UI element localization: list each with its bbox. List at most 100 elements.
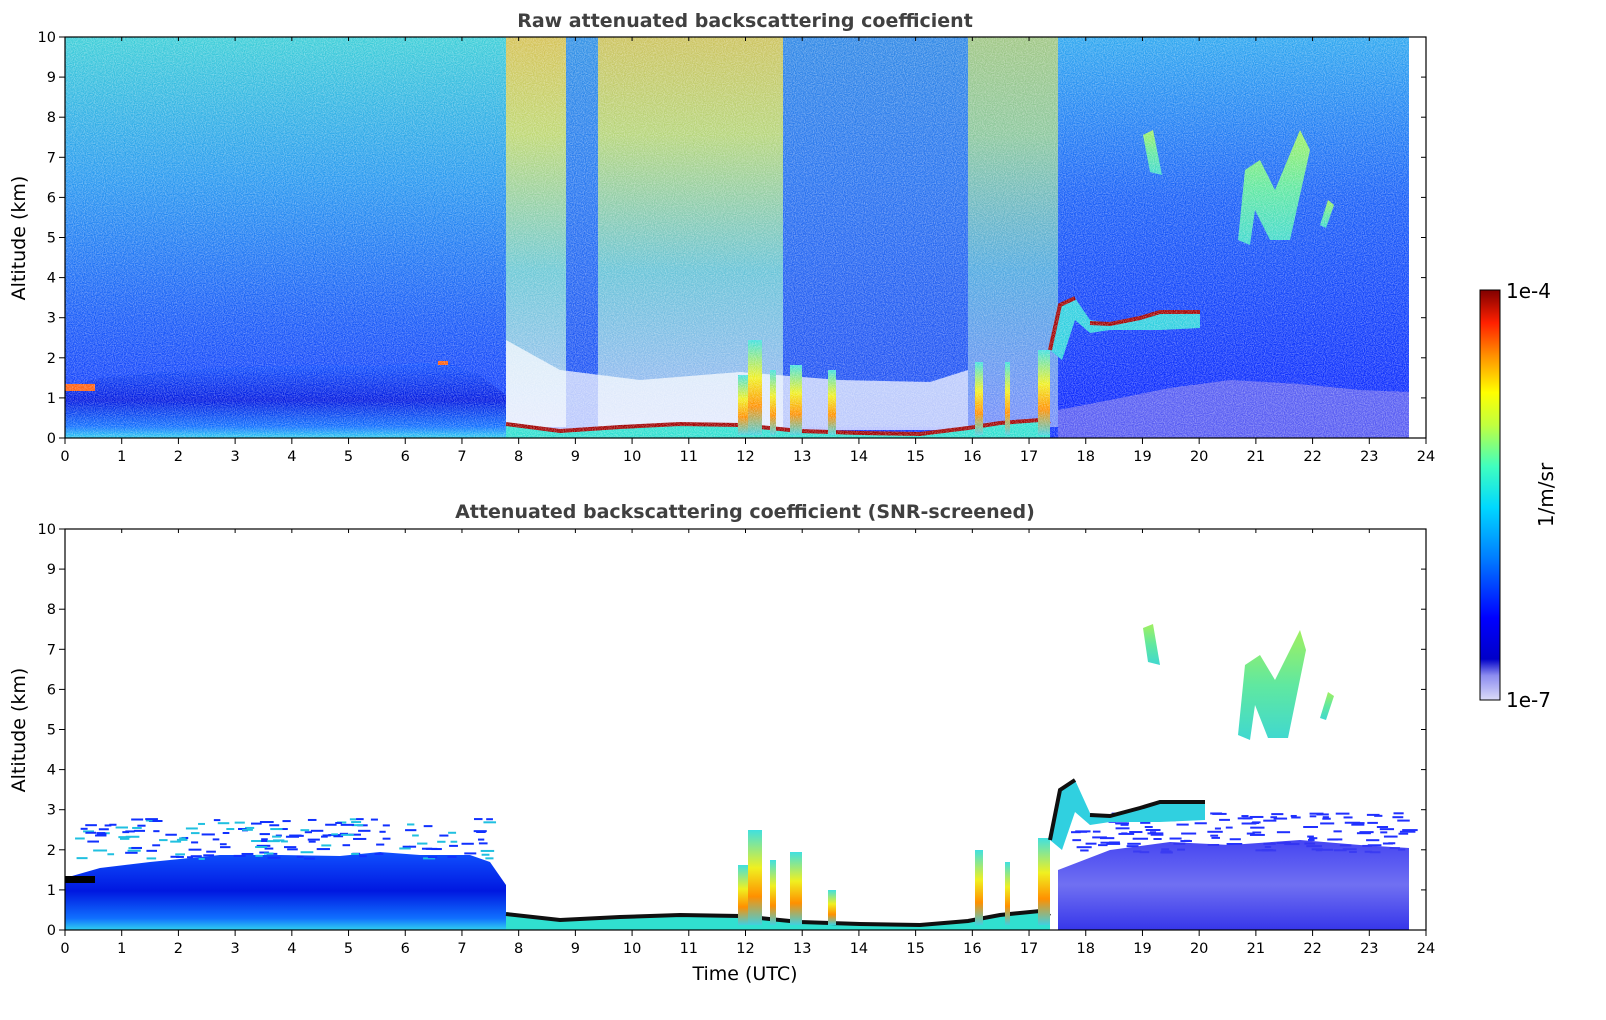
screened-sparse-return xyxy=(1145,829,1161,832)
screened-sparse-return xyxy=(131,818,144,821)
screened-sparse-return xyxy=(270,828,283,831)
raw-heatmap-plot-area xyxy=(65,37,1426,438)
screened-sparse-return xyxy=(261,838,268,841)
screened-sparse-return xyxy=(382,837,391,840)
screened-sparse-return xyxy=(1320,822,1335,825)
screened-sparse-return xyxy=(259,833,270,836)
raw-x-tick-label: 3 xyxy=(231,449,240,465)
screened-sparse-return xyxy=(118,836,131,839)
screened-sparse-return xyxy=(351,852,359,855)
screened-sparse-return xyxy=(251,822,262,825)
screened-sparse-return xyxy=(263,852,274,855)
screened-sparse-return xyxy=(1075,830,1091,833)
screened-sparse-return xyxy=(198,822,205,825)
screened-sparse-return xyxy=(159,839,168,842)
screened-sparse-return xyxy=(473,818,483,821)
screened-sparse-return xyxy=(234,821,245,824)
screened-sparse-return xyxy=(220,846,231,849)
raw-backscatter-panel: Raw attenuated backscattering coefficien… xyxy=(8,10,1435,465)
screened-sparse-return xyxy=(125,851,138,854)
screened-sparse-return xyxy=(379,830,386,833)
screened-sparse-return xyxy=(1108,841,1120,844)
screened-sparse-return xyxy=(1115,822,1127,825)
screened-sparse-return xyxy=(1126,845,1139,848)
screened-x-tick-label: 6 xyxy=(401,941,410,957)
raw-x-tick-label: 2 xyxy=(174,449,183,465)
screened-sparse-return xyxy=(448,831,457,834)
screened-convective-column xyxy=(790,852,802,925)
screened-sparse-return xyxy=(300,829,310,832)
screened-x-tick-label: 10 xyxy=(623,941,641,957)
screened-sparse-return xyxy=(480,849,495,852)
screened-elevated-cloud-layer xyxy=(1050,780,1205,850)
raw-x-tick-label: 15 xyxy=(906,449,924,465)
screened-sparse-return xyxy=(353,837,367,840)
screened-sparse-return xyxy=(1366,813,1380,816)
screened-convective-column xyxy=(748,830,762,925)
screened-sparse-return xyxy=(251,840,263,843)
screened-sparse-return xyxy=(1250,826,1265,829)
screened-sparse-return xyxy=(409,845,417,848)
screened-sparse-return xyxy=(335,821,342,824)
screened-sparse-return xyxy=(1072,839,1082,842)
screened-sparse-return xyxy=(1071,831,1081,834)
screened-sparse-return xyxy=(316,848,330,851)
screened-sparse-return xyxy=(275,834,282,837)
screened-sparse-return xyxy=(75,837,85,840)
screened-sparse-return xyxy=(1207,830,1223,833)
screened-sparse-return xyxy=(131,846,142,849)
screened-sparse-return xyxy=(170,855,180,858)
screened-sparse-return xyxy=(109,823,117,826)
screened-y-tick-label: 7 xyxy=(47,642,56,658)
screened-y-tick-label: 8 xyxy=(47,602,56,618)
screened-sparse-return xyxy=(1242,817,1251,820)
screened-sparse-return xyxy=(1383,835,1398,838)
screened-sparse-return xyxy=(1249,833,1265,836)
screened-sparse-return xyxy=(1241,822,1257,825)
screened-sparse-return xyxy=(407,823,415,826)
screened-x-tick-label: 3 xyxy=(231,941,240,957)
screened-sparse-return xyxy=(1150,833,1164,836)
screened-sparse-return xyxy=(115,826,128,829)
screened-y-tick-label: 0 xyxy=(47,923,56,939)
screened-convective-column xyxy=(975,850,983,925)
raw-x-tick-label: 4 xyxy=(287,449,296,465)
screened-sparse-return xyxy=(176,838,188,841)
screened-sparse-return xyxy=(308,840,316,843)
screened-x-tick-label: 24 xyxy=(1417,941,1435,957)
screened-sparse-return xyxy=(374,852,384,855)
screened-sparse-return xyxy=(282,820,291,823)
raw-x-tick-label: 23 xyxy=(1360,449,1378,465)
screened-sparse-return xyxy=(146,857,157,860)
screened-x-tick-label: 4 xyxy=(287,941,296,957)
screened-sparse-return xyxy=(1273,817,1288,820)
screened-sparse-return xyxy=(1290,814,1297,817)
raw-x-tick-label: 6 xyxy=(401,449,410,465)
screened-sparse-return xyxy=(450,840,458,843)
colorbar-unit-label: 1/m/sr xyxy=(1534,462,1558,527)
screened-sparse-return xyxy=(1132,837,1149,840)
screened-sparse-return xyxy=(1343,816,1353,819)
screened-x-tick-label: 22 xyxy=(1303,941,1321,957)
screened-sparse-return xyxy=(477,838,485,841)
screened-sparse-return xyxy=(1219,818,1230,821)
screened-sparse-return xyxy=(119,837,130,840)
screened-sparse-return xyxy=(1271,813,1284,816)
screened-sparse-return xyxy=(206,850,216,853)
screened-sparse-return xyxy=(132,826,142,829)
screened-sparse-return xyxy=(310,829,324,832)
screened-sparse-return xyxy=(417,842,428,845)
screened-sparse-return xyxy=(165,833,177,836)
raw-x-tick-label: 5 xyxy=(344,449,353,465)
screened-sparse-return xyxy=(1308,838,1315,841)
screened-sparse-return xyxy=(1099,837,1115,840)
colorbar-gradient xyxy=(1479,289,1501,701)
screened-sparse-return xyxy=(331,833,338,836)
screened-sparse-return xyxy=(423,857,436,860)
screened-sparse-return xyxy=(339,832,349,835)
screened-sparse-return xyxy=(1225,826,1233,829)
screened-sparse-return xyxy=(1118,832,1135,835)
screened-sparse-return xyxy=(370,818,378,821)
screened-sparse-return xyxy=(133,829,146,832)
